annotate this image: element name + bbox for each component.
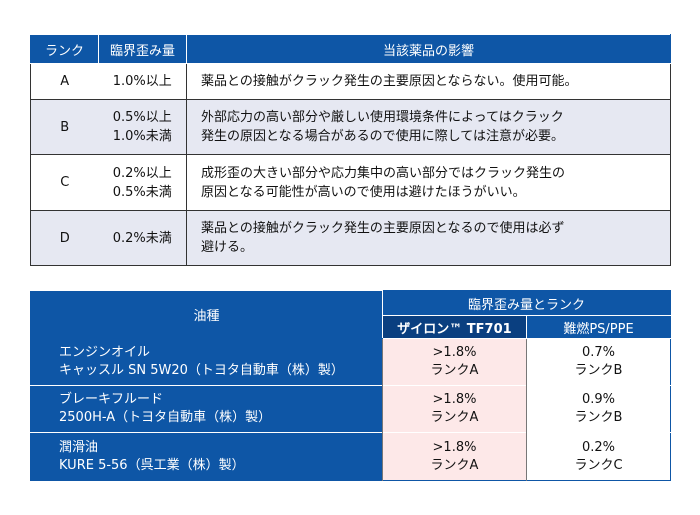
effect-line: 薬品との接触がクラック発生の主要原因とならない。使用可能。 <box>201 74 578 89</box>
effect-line: 発生の原因となる場合があるので使用に際しては注意が必要。 <box>201 129 564 144</box>
oil-name-cell: エンジンオイル キャッスル SN 5W20（トヨタ自動車（株）製） <box>30 338 383 386</box>
oil-name-cell: 潤滑油 KURE 5-56（呉工業（株）製） <box>30 432 383 481</box>
oil-resistance-table: 油種 臨界歪み量とランク ザイロン™ TF701 難燃PS/PPE エンジンオイ… <box>30 290 672 481</box>
zylon-value-cell: >1.8% ランクA <box>382 432 527 481</box>
ps-ppe-value-cell: 0.7% ランクB <box>525 338 671 386</box>
strain-cell: 0.5%以上 1.0%未満 <box>98 99 187 155</box>
rank-row-b: B 0.5%以上 1.0%未満 外部応力の高い部分や厳しい使用環境条件によっては… <box>30 99 671 155</box>
oil-name-line: エンジンオイル <box>59 345 151 360</box>
rank-row-c: C 0.2%以上 0.5%未満 成形歪の大きい部分や応力集中の高い部分ではクラッ… <box>30 154 671 211</box>
oil-row-lubricant: 潤滑油 KURE 5-56（呉工業（株）製） >1.8% ランクA 0.2% ラ… <box>30 432 671 481</box>
effect-line: 外部応力の高い部分や厳しい使用環境条件によってはクラック <box>201 110 564 125</box>
effect-cell: 薬品との接触がクラック発生の主要原因とならない。使用可能。 <box>186 63 671 100</box>
rank-value: ランクA <box>430 410 479 425</box>
oil-name-line: ブレーキフルード <box>59 392 164 407</box>
oil-name-line: 潤滑油 <box>59 439 99 455</box>
zylon-value-cell: >1.8% ランクA <box>382 338 527 386</box>
strain-line: 1.0%未満 <box>112 129 172 144</box>
ps-ppe-value-cell: 0.9% ランクB <box>525 385 671 433</box>
rank-cell: C <box>30 154 99 211</box>
header-chemical-effect: 当該薬品の影響 <box>186 34 671 64</box>
strain-value: 0.9% <box>581 392 616 407</box>
header-flame-retardant-ps-ppe: 難燃PS/PPE <box>525 315 672 339</box>
header-critical-strain-rank: 臨界歪み量とランク <box>381 290 672 316</box>
strain-line: 0.2%以上 <box>112 165 172 181</box>
rank-value: ランクC <box>574 457 623 473</box>
effect-cell: 外部応力の高い部分や厳しい使用環境条件によってはクラック 発生の原因となる場合が… <box>186 99 671 155</box>
header-rank: ランク <box>30 34 99 64</box>
ps-ppe-value-cell: 0.2% ランクC <box>525 432 671 481</box>
strain-value: 0.2% <box>581 439 616 455</box>
rank-value: ランクA <box>430 457 479 473</box>
strain-line: 0.5%未満 <box>112 184 172 200</box>
effect-line: 成形歪の大きい部分や応力集中の高い部分ではクラック発生の <box>201 165 566 181</box>
strain-cell: 0.2%以上 0.5%未満 <box>98 154 187 211</box>
rank-row-a: A 1.0%以上 薬品との接触がクラック発生の主要原因とならない。使用可能。 <box>30 63 671 100</box>
strain-cell: 1.0%以上 <box>98 63 187 100</box>
rank-value: ランクA <box>430 363 479 378</box>
strain-value: 0.7% <box>581 345 616 360</box>
oil-row-brake-fluid: ブレーキフルード 2500H-A（トヨタ自動車（株）製） >1.8% ランクA … <box>30 385 671 433</box>
rank-value: ランクB <box>574 410 623 425</box>
effect-cell: 成形歪の大きい部分や応力集中の高い部分ではクラック発生の 原因となる可能性が高い… <box>186 154 671 211</box>
strain-value: >1.8% <box>432 439 477 455</box>
rank-row-d: D 0.2%未満 薬品との接触がクラック発生の主要原因となるので使用は必ず 避け… <box>30 210 671 266</box>
header-oil-type: 油種 <box>30 290 383 339</box>
oil-product-line: KURE 5-56（呉工業（株）製） <box>59 457 245 473</box>
header-zylon-tf701: ザイロン™ TF701 <box>382 315 527 339</box>
rank-definition-table: ランク 臨界歪み量 当該薬品の影響 A 1.0%以上 薬品との接触がクラック発生… <box>30 34 671 266</box>
effect-cell: 薬品との接触がクラック発生の主要原因となるので使用は必ず 避ける。 <box>186 210 671 266</box>
strain-cell: 0.2%未満 <box>98 210 187 266</box>
zylon-value-cell: >1.8% ランクA <box>382 385 527 433</box>
strain-value: >1.8% <box>432 345 477 360</box>
oil-row-engine-oil: エンジンオイル キャッスル SN 5W20（トヨタ自動車（株）製） >1.8% … <box>30 338 671 386</box>
oil-product-line: 2500H-A（トヨタ自動車（株）製） <box>59 410 272 425</box>
rank-table-header-row: ランク 臨界歪み量 当該薬品の影響 <box>30 34 671 64</box>
rank-cell: B <box>30 99 99 155</box>
oil-table-header-row: 油種 臨界歪み量とランク <box>30 290 672 339</box>
oil-product-line: キャッスル SN 5W20（トヨタ自動車（株）製） <box>59 363 344 378</box>
rank-cell: A <box>30 63 99 100</box>
rank-cell: D <box>30 210 99 266</box>
strain-line: 0.5%以上 <box>112 110 172 125</box>
strain-value: >1.8% <box>432 392 477 407</box>
effect-line: 避ける。 <box>201 240 254 255</box>
effect-line: 原因となる可能性が高いので使用は避けたほうがいい。 <box>201 184 526 200</box>
strain-line: 0.2%未満 <box>112 230 172 246</box>
rank-value: ランクB <box>574 363 623 378</box>
effect-line: 薬品との接触がクラック発生の主要原因となるので使用は必ず <box>201 221 565 236</box>
strain-line: 1.0%以上 <box>112 74 172 89</box>
oil-name-cell: ブレーキフルード 2500H-A（トヨタ自動車（株）製） <box>30 385 383 433</box>
header-critical-strain: 臨界歪み量 <box>98 34 187 64</box>
